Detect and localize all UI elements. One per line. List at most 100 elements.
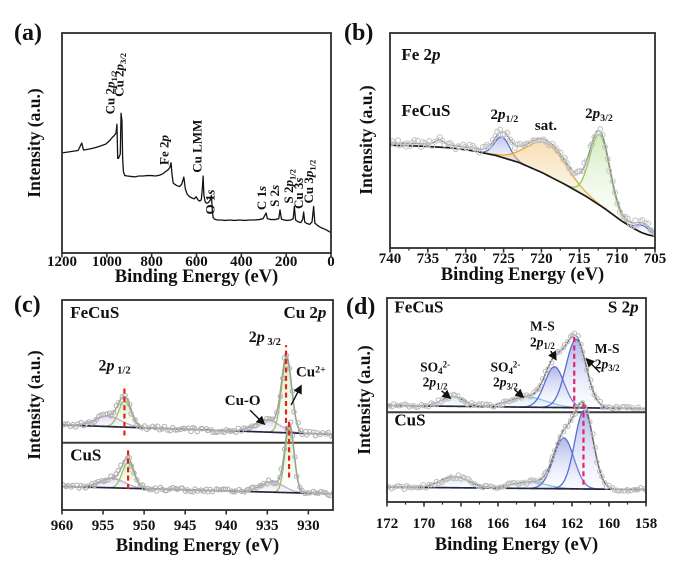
element-peak-label: Fe 2p bbox=[157, 135, 172, 165]
annotation-label: M-S bbox=[595, 341, 620, 356]
x-tick-label: 166 bbox=[487, 516, 510, 532]
x-tick-label: 164 bbox=[524, 516, 547, 532]
x-tick-label: 162 bbox=[561, 516, 584, 532]
x-tick-label: 705 bbox=[644, 251, 667, 267]
x-tick-label: 158 bbox=[635, 516, 658, 532]
annotation-label: S 2p bbox=[608, 297, 639, 316]
panel-d-plot-area bbox=[387, 330, 646, 494]
x-tick-label: 200 bbox=[275, 254, 298, 270]
x-axis-label: Binding Energy (eV) bbox=[435, 535, 598, 555]
annotation-label: 2p 1/2 bbox=[98, 357, 130, 376]
x-axis: 740 735 730 725 720 715 710 705 bbox=[379, 248, 667, 267]
annotation-arrow bbox=[290, 384, 302, 406]
y-axis-label: Intensity (a.u.) bbox=[354, 345, 374, 455]
annotation-label: 2p1/2 bbox=[491, 107, 519, 125]
annotation-arrow bbox=[585, 357, 601, 373]
x-tick-label: 955 bbox=[92, 518, 115, 534]
x-axis: 172 170 168 166 164 162 160 158 bbox=[376, 502, 658, 532]
component-peak-fill bbox=[396, 476, 513, 489]
x-tick-label: 1000 bbox=[92, 254, 122, 270]
annotation-arrow bbox=[249, 409, 266, 426]
annotation-label: 2p1/2 bbox=[423, 375, 448, 392]
x-tick-label: 800 bbox=[140, 254, 163, 270]
annotation-label: CuS bbox=[70, 446, 101, 465]
x-axis: 1200 1000 800 600 400 200 0 bbox=[47, 253, 335, 270]
panel-b: 740 735 730 725 720 715 710 705 Binding Energy (… bbox=[344, 20, 666, 285]
data-points bbox=[390, 126, 655, 237]
component-peak-fill bbox=[406, 396, 500, 407]
annotation-label: 2p3/2 bbox=[585, 106, 613, 124]
element-peak-label: Cu LMM bbox=[190, 120, 205, 173]
annotation-arrow bbox=[441, 389, 452, 400]
x-tick-label: 740 bbox=[379, 251, 402, 267]
panel-c: 960 955 950 945 940 935 930 Binding Energy (eV)… bbox=[14, 292, 334, 556]
x-tick-label: 935 bbox=[256, 518, 279, 534]
background-line bbox=[387, 486, 646, 491]
element-peak-label: S 2p1/2 bbox=[281, 169, 298, 203]
annotation-label: SO42- bbox=[490, 359, 520, 376]
panel-c-plot-area bbox=[62, 345, 333, 499]
data-points bbox=[62, 419, 333, 499]
element-peak-label: S 2s bbox=[267, 185, 282, 207]
component-peak-fill bbox=[558, 134, 642, 233]
annotation-label: 2p3/2 bbox=[595, 356, 620, 373]
y-axis-label: Intensity (a.u.) bbox=[24, 88, 44, 198]
x-tick-label: 960 bbox=[51, 518, 74, 534]
annotation-label: Cu-O bbox=[225, 393, 261, 409]
annotation-label: sat. bbox=[535, 118, 557, 134]
x-tick-label: 160 bbox=[598, 516, 621, 532]
annotation-label: Cu2+ bbox=[296, 364, 326, 380]
component-peak-fill bbox=[459, 481, 600, 490]
x-tick-label: 600 bbox=[185, 254, 208, 270]
y-axis-label: Intensity (a.u.) bbox=[24, 350, 44, 460]
annotation-label: 2p1/2 bbox=[530, 335, 555, 352]
x-tick-label: 735 bbox=[417, 251, 440, 267]
component-peak-fill bbox=[520, 437, 607, 490]
panel-a-plot-area bbox=[62, 112, 331, 234]
x-tick-label: 950 bbox=[133, 518, 156, 534]
annotation-label: Fe 2p bbox=[401, 45, 440, 64]
x-axis-label: Binding Energy (eV) bbox=[115, 267, 278, 287]
annotation-arrow bbox=[548, 350, 557, 361]
x-axis: 960 955 950 945 940 935 930 bbox=[51, 510, 320, 534]
survey-spectrum-curve bbox=[62, 112, 331, 234]
panel-b-plot-area bbox=[390, 126, 655, 238]
data-points bbox=[62, 352, 333, 439]
annotation-label: CuS bbox=[394, 411, 425, 430]
x-tick-label: 172 bbox=[376, 516, 399, 532]
element-peak-label: O 1s bbox=[203, 190, 218, 215]
annotation-label: 2p3/2 bbox=[493, 375, 518, 392]
x-tick-label: 170 bbox=[413, 516, 436, 532]
x-tick-label: 710 bbox=[606, 251, 629, 267]
component-peak-fill bbox=[514, 366, 595, 408]
annotation-arrow bbox=[514, 388, 525, 399]
x-tick-label: 730 bbox=[454, 251, 477, 267]
x-tick-label: 940 bbox=[215, 518, 238, 534]
x-tick-label: 945 bbox=[174, 518, 197, 534]
x-tick-label: 930 bbox=[297, 518, 320, 534]
panel-letter: (d) bbox=[346, 294, 375, 320]
annotation-label: SO42- bbox=[420, 359, 450, 376]
element-peak-label: C 1s bbox=[254, 186, 269, 210]
annotation-label: Cu 2p bbox=[283, 303, 326, 322]
element-peak-label: Cu 3s bbox=[291, 178, 306, 209]
panel-a: 1200 1000 800 600 400 200 0 Binding Energy (eV)… bbox=[14, 20, 335, 287]
panel-letter: (b) bbox=[344, 20, 373, 46]
component-peak-fill bbox=[464, 141, 630, 226]
panel-letter: (a) bbox=[14, 20, 42, 46]
annotation-label: M-S bbox=[530, 319, 555, 334]
component-peak-fill bbox=[103, 462, 153, 489]
y-axis-label: Intensity (a.u.) bbox=[356, 85, 376, 195]
plot-frame bbox=[61, 299, 334, 511]
x-tick-label: 725 bbox=[492, 251, 515, 267]
panel-letter: (c) bbox=[14, 292, 41, 318]
x-axis-label: Binding Energy (eV) bbox=[441, 265, 604, 285]
x-tick-label: 715 bbox=[568, 251, 591, 267]
element-peak-label: Cu 3p1/2 bbox=[301, 160, 318, 204]
x-tick-label: 400 bbox=[230, 254, 253, 270]
annotation-label: FeCuS bbox=[394, 297, 443, 316]
x-tick-label: 720 bbox=[530, 251, 553, 267]
x-tick-label: 168 bbox=[450, 516, 473, 532]
